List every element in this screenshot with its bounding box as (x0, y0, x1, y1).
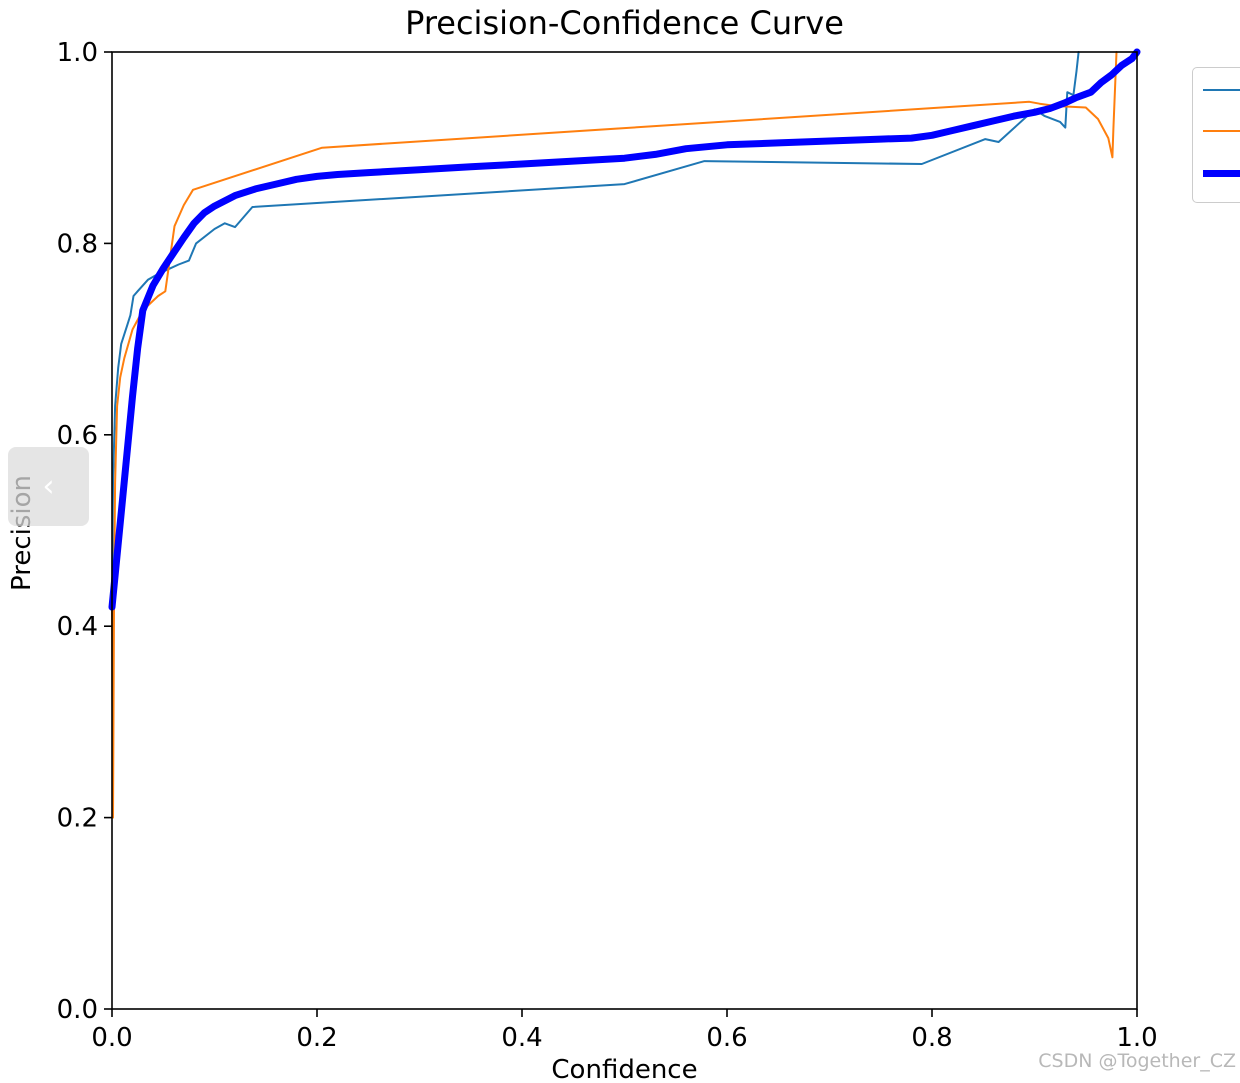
series-line-1 (111, 51, 1080, 609)
previous-slide-button[interactable]: ‹ (8, 447, 89, 526)
y-tick-label: 0.2 (57, 804, 98, 834)
y-tick-label: 0.8 (57, 229, 98, 259)
y-tick-label: 0.6 (57, 421, 98, 451)
x-axis-label: Confidence (551, 1055, 698, 1083)
x-tick-label: 0.2 (296, 1023, 337, 1053)
x-tick-label: 0.8 (911, 1023, 952, 1053)
y-tick-label: 0.4 (57, 612, 98, 642)
plot-frame (111, 51, 1138, 1010)
y-tick-label: 1.0 (57, 38, 98, 68)
chart-title: Precision-Confidence Curve (405, 4, 844, 42)
x-tick-label: 0.4 (501, 1023, 542, 1053)
legend (1192, 67, 1240, 203)
watermark: CSDN @Together_CZ (1038, 1050, 1236, 1072)
legend-series-2-swatch (1203, 130, 1240, 132)
y-tick-label: 0.0 (57, 995, 98, 1025)
x-tick-label: 0.6 (706, 1023, 747, 1053)
legend-series-3-swatch (1203, 170, 1240, 177)
legend-series-1-swatch (1203, 89, 1240, 91)
series-line-3 (108, 48, 1141, 611)
x-tick-label: 0.0 (91, 1023, 132, 1053)
x-tick-label: 1.0 (1116, 1023, 1157, 1053)
series-line-2 (111, 51, 1118, 819)
chevron-left-icon: ‹ (42, 468, 55, 504)
